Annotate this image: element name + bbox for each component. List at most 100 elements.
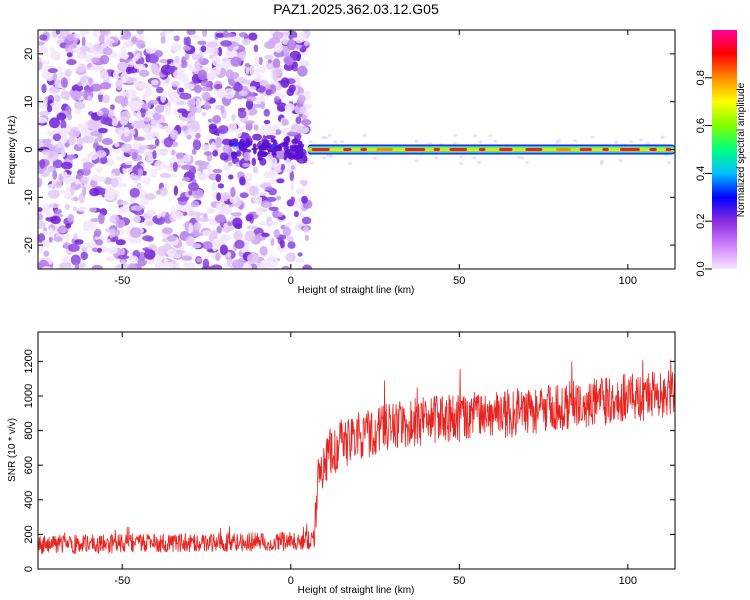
spectrogram-noise-blob bbox=[247, 140, 253, 145]
spectrogram-noise-blob bbox=[38, 111, 51, 116]
spectrogram-xlabel: Height of straight line (km) bbox=[298, 285, 415, 296]
spectrogram-noise-blob bbox=[198, 57, 204, 63]
spectrogram-noise-blob bbox=[230, 186, 236, 198]
spectrogram-noise-blob bbox=[237, 109, 247, 119]
colorbar-gradient bbox=[712, 30, 737, 269]
spectrogram-noise-blob bbox=[243, 172, 253, 182]
spectrogram-noise-blob bbox=[267, 256, 279, 268]
spectrogram-noise-blob bbox=[254, 57, 260, 65]
spectrogram-noise-blob bbox=[198, 217, 210, 223]
spectrogram-noise-blob bbox=[247, 253, 259, 264]
spectrogram-noise-blob bbox=[64, 192, 72, 200]
spectrogram-noise-blob bbox=[276, 178, 285, 184]
spectrogram-noise-blob bbox=[200, 45, 207, 53]
spectrogram-noise-blob bbox=[67, 48, 73, 53]
spectrogram-noise-blob bbox=[159, 187, 168, 197]
spectrogram-noise-blob bbox=[65, 186, 72, 193]
spectrogram-noise-blob bbox=[145, 86, 152, 98]
spectrogram-noise-blob bbox=[276, 163, 282, 170]
spectrogram-noise-blob bbox=[196, 170, 202, 180]
snr-y-tick-label: 1200 bbox=[23, 349, 35, 373]
spectrogram-noise-blob bbox=[193, 222, 202, 230]
spectrogram-noise-blob bbox=[186, 134, 192, 140]
spectrogram-noise-blob bbox=[171, 149, 176, 156]
spectrogram-noise-blob bbox=[130, 100, 143, 111]
spectrogram-noise-blob bbox=[242, 38, 251, 45]
spectrogram-noise-blob bbox=[77, 262, 86, 269]
spectrogram-noise-blob bbox=[81, 36, 86, 48]
spectrogram-noise-blob bbox=[180, 125, 189, 132]
spectrogram-noise-blob bbox=[200, 144, 211, 151]
snr-x-tick-label: -50 bbox=[114, 575, 130, 587]
spectrogram-noise-blob bbox=[82, 186, 87, 197]
spectrogram-noise-blob bbox=[301, 119, 312, 126]
spectrogram-noise-blob bbox=[212, 150, 219, 157]
spectrogram-noise-blob bbox=[123, 126, 130, 137]
spectrogram-noise-blob bbox=[61, 171, 68, 177]
spectrogram-noise-blob bbox=[268, 157, 278, 168]
spectrogram-noise-blob bbox=[60, 90, 70, 100]
spectrogram-noise-blob bbox=[172, 161, 178, 172]
snr-xlabel: Height of straight line (km) bbox=[298, 585, 415, 596]
spectrogram-noise-blob bbox=[165, 127, 172, 134]
spectrogram-noise-blob bbox=[629, 140, 633, 144]
spectrogram-noise-blob bbox=[272, 31, 284, 40]
spectrogram-noise-blob bbox=[660, 135, 665, 139]
spectrogram-noise-blob bbox=[100, 30, 111, 36]
spectrogram-noise-blob bbox=[56, 112, 67, 121]
spectrogram-noise-blob bbox=[55, 30, 61, 35]
spectrogram-noise-blob bbox=[64, 203, 70, 210]
spectrogram-noise-blob bbox=[48, 227, 54, 235]
signal-peak-segment bbox=[499, 148, 513, 151]
spectrogram-noise-blob bbox=[41, 230, 49, 235]
spectrogram-noise-blob bbox=[145, 209, 157, 217]
spectrogram-noise-blob bbox=[48, 232, 54, 238]
spectrogram-noise-blob bbox=[45, 216, 58, 222]
spectrogram-noise-blob bbox=[308, 140, 313, 144]
spectrogram-noise-blob bbox=[138, 145, 150, 150]
spectrogram-noise-blob bbox=[459, 155, 464, 159]
spectrogram-noise-blob bbox=[297, 140, 303, 146]
spectrogram-noise-blob bbox=[54, 142, 65, 154]
spectrogram-noise-blob bbox=[214, 83, 223, 90]
spectrogram-noise-blob bbox=[329, 154, 334, 158]
spectrogram-noise-blob bbox=[152, 112, 162, 121]
spectrogram-noise-blob bbox=[88, 77, 93, 86]
colorbar-tick-label: 0.0 bbox=[695, 261, 707, 276]
spectrogram-noise-blob bbox=[189, 123, 198, 130]
snr-x-tick-label: 0 bbox=[288, 575, 294, 587]
spectrogram-noise-blob bbox=[114, 142, 120, 148]
spectrogram-noise-blob bbox=[176, 100, 187, 106]
spectrogram-noise-blob bbox=[70, 90, 82, 101]
spectrogram-noise-blob bbox=[210, 264, 223, 269]
spectrogram-noise-blob bbox=[93, 43, 102, 51]
snr-x-tick-label: 100 bbox=[619, 575, 637, 587]
spectrogram-noise-blob bbox=[295, 187, 305, 195]
spectrogram-noise-blob bbox=[177, 196, 189, 202]
spectrogram-noise-blob bbox=[114, 95, 125, 104]
spectrogram-noise-blob bbox=[155, 189, 161, 195]
spectrogram-noise-blob bbox=[83, 242, 94, 249]
spectrogram-noise-blob bbox=[98, 90, 105, 95]
spectrogram-noise-blob bbox=[45, 210, 53, 218]
spectrogram-noise-blob bbox=[112, 70, 122, 80]
spectrogram-noise-blob bbox=[259, 221, 267, 226]
spectrogram-noise-blob bbox=[101, 138, 114, 145]
spectrogram-noise-blob bbox=[175, 262, 180, 269]
spectrogram-frame bbox=[37, 29, 676, 270]
spectrogram-noise-blob bbox=[308, 153, 313, 157]
signal-peak-segment bbox=[619, 148, 640, 151]
spectrogram-noise-blob bbox=[77, 206, 87, 212]
spectrogram-noise-blob bbox=[104, 35, 111, 47]
spectrogram-noise-blob bbox=[295, 38, 303, 44]
spectrogram-noise-blob bbox=[287, 241, 296, 249]
spectrogram-noise-blob bbox=[301, 60, 309, 66]
colorbar-tick-label: 0.4 bbox=[695, 166, 707, 181]
spectrogram-noise-blob bbox=[222, 206, 228, 212]
spectrogram-noise-blob bbox=[142, 176, 152, 185]
spectrogram-noise-blob bbox=[259, 261, 270, 269]
spectrogram-noise-blob bbox=[267, 59, 272, 64]
signal-peak-segment bbox=[478, 148, 486, 151]
spectrogram-noise-blob bbox=[89, 187, 100, 197]
spectrogram-noise-blob bbox=[188, 222, 194, 234]
